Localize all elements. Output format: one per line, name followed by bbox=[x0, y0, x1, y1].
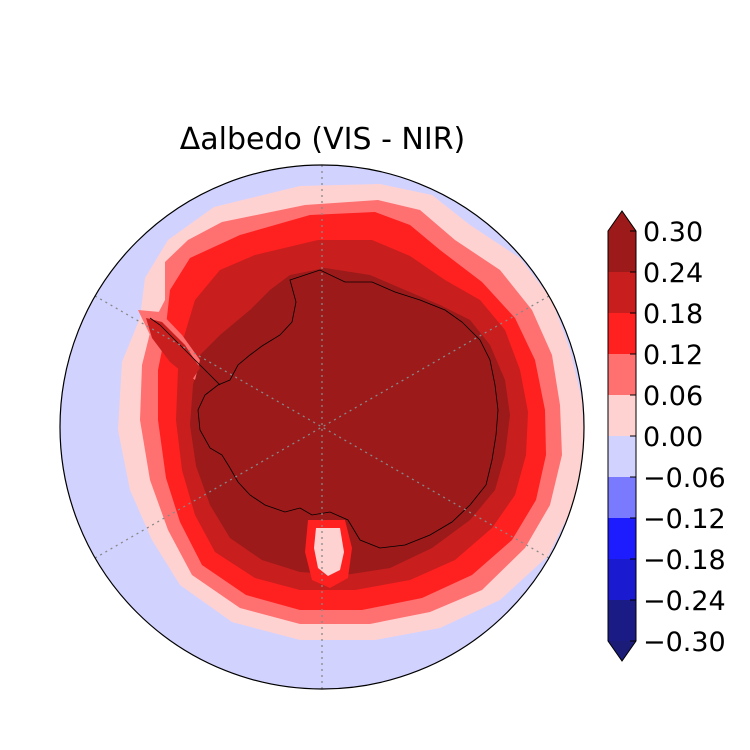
colorbar-tick-label: 0.00 bbox=[643, 422, 703, 453]
colorbar-segment bbox=[608, 559, 636, 601]
colorbar-extend-min bbox=[608, 641, 636, 661]
colorbar-tick-label: −0.18 bbox=[643, 545, 726, 576]
colorbar-segment bbox=[608, 600, 636, 642]
colorbar-extend-max bbox=[608, 211, 636, 231]
colorbar-tick-label: 0.18 bbox=[643, 299, 703, 330]
colorbar-tick-label: 0.24 bbox=[643, 258, 703, 289]
ross-sea-pocket-inner bbox=[314, 528, 344, 576]
peninsula-band-inner bbox=[146, 318, 200, 380]
colorbar-tick-label: 0.30 bbox=[643, 217, 703, 248]
map-boundary bbox=[59, 164, 585, 690]
colorbar-segments bbox=[607, 210, 637, 662]
colorbar-segment bbox=[608, 518, 636, 560]
colorbar-tick-label: −0.30 bbox=[643, 627, 726, 658]
colorbar-segment bbox=[608, 313, 636, 355]
map-title: Δalbedo (VIS - NIR) bbox=[179, 122, 466, 157]
peninsula-coastline bbox=[149, 317, 221, 386]
colorbar-tick-labels: 0.30 0.24 0.18 0.12 0.06 0.00 −0.06 −0.12 −0.18 −… bbox=[643, 217, 726, 658]
band-0-24-0-30 bbox=[190, 268, 510, 575]
colorbar-segment bbox=[608, 477, 636, 519]
colorbar-tick-label: 0.12 bbox=[643, 340, 703, 371]
colorbar-tick-label: 0.06 bbox=[643, 381, 703, 412]
colorbar-tick-label: −0.24 bbox=[643, 586, 726, 617]
colorbar-segment bbox=[608, 395, 636, 437]
colorbar-segment bbox=[608, 436, 636, 478]
colorbar-segment bbox=[608, 354, 636, 396]
coastline bbox=[197, 269, 499, 549]
colorbar-segment bbox=[608, 272, 636, 314]
colorbar-segment bbox=[608, 231, 636, 273]
colorbar-tick-label: −0.12 bbox=[643, 504, 726, 535]
colorbar-tick-label: −0.06 bbox=[643, 463, 726, 494]
